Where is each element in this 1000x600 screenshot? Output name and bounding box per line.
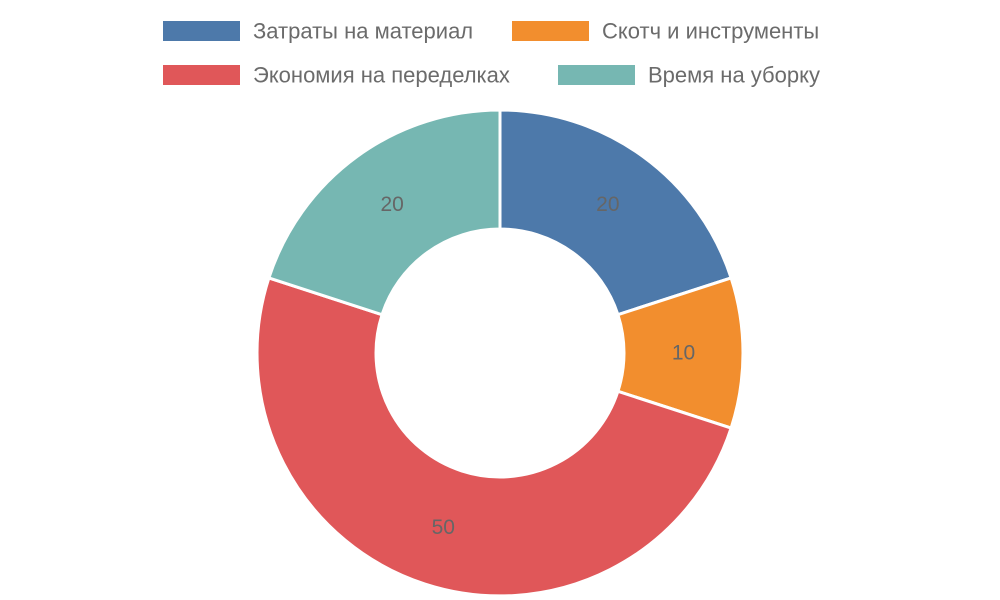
legend-swatch bbox=[512, 21, 589, 41]
legend-item[interactable]: Время на уборку bbox=[558, 63, 820, 88]
chart-legend: Затраты на материал Скотч и инструменты Эк… bbox=[163, 19, 820, 88]
slice-data-label: 50 bbox=[432, 516, 455, 539]
legend-swatch bbox=[163, 65, 240, 85]
legend-label: Затраты на материал bbox=[253, 19, 473, 44]
legend-item[interactable]: Затраты на материал bbox=[163, 19, 473, 44]
slice-data-label: 10 bbox=[672, 342, 695, 365]
donut-data-labels: 20 10 50 20 bbox=[380, 193, 695, 539]
legend-label: Экономия на переделках bbox=[253, 63, 510, 88]
legend-item[interactable]: Экономия на переделках bbox=[163, 63, 510, 88]
legend-swatch bbox=[163, 21, 240, 41]
donut-slices bbox=[255, 108, 745, 598]
slice-data-label: 20 bbox=[596, 193, 619, 216]
legend-label: Время на уборку bbox=[648, 63, 820, 88]
donut-slice[interactable] bbox=[498, 108, 733, 317]
legend-item[interactable]: Скотч и инструменты bbox=[512, 19, 819, 44]
donut-slice[interactable] bbox=[255, 276, 733, 598]
legend-swatch bbox=[558, 65, 635, 85]
slice-data-label: 20 bbox=[380, 193, 403, 216]
donut-slice[interactable] bbox=[267, 108, 502, 317]
legend-label: Скотч и инструменты bbox=[602, 19, 819, 44]
